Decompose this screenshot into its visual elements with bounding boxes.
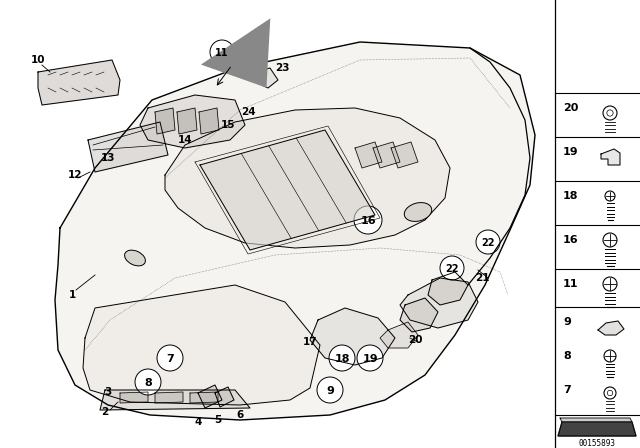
Ellipse shape <box>125 250 145 266</box>
Polygon shape <box>380 322 418 348</box>
Text: 12: 12 <box>68 170 83 180</box>
Polygon shape <box>200 130 375 250</box>
Text: 11: 11 <box>215 47 228 57</box>
Text: 20: 20 <box>563 103 579 113</box>
Polygon shape <box>310 308 395 365</box>
Circle shape <box>329 345 355 371</box>
Circle shape <box>135 369 161 395</box>
Polygon shape <box>391 142 418 168</box>
Circle shape <box>317 377 343 403</box>
Text: 00155893: 00155893 <box>579 439 616 448</box>
Text: 19: 19 <box>362 353 378 363</box>
Polygon shape <box>560 418 632 422</box>
Text: 7: 7 <box>563 385 571 395</box>
Circle shape <box>210 40 234 64</box>
Text: 18: 18 <box>334 353 349 363</box>
Polygon shape <box>83 285 320 405</box>
Text: 21: 21 <box>475 273 489 283</box>
Polygon shape <box>215 387 234 407</box>
Circle shape <box>357 345 383 371</box>
Text: 6: 6 <box>236 410 244 420</box>
Text: 10: 10 <box>31 55 45 65</box>
Text: 19: 19 <box>563 147 579 157</box>
Polygon shape <box>55 42 535 420</box>
Polygon shape <box>88 122 168 172</box>
Polygon shape <box>120 392 148 403</box>
Text: 9: 9 <box>326 385 334 396</box>
Text: 7: 7 <box>166 353 174 363</box>
Polygon shape <box>400 278 478 328</box>
Text: 20: 20 <box>408 335 422 345</box>
Circle shape <box>440 256 464 280</box>
Polygon shape <box>155 392 183 403</box>
Text: 22: 22 <box>481 237 495 247</box>
Text: 11: 11 <box>563 279 579 289</box>
Text: 3: 3 <box>104 387 111 397</box>
Text: 8: 8 <box>563 351 571 361</box>
Text: 24: 24 <box>241 107 255 117</box>
Polygon shape <box>177 108 197 134</box>
Text: 17: 17 <box>303 337 317 347</box>
Polygon shape <box>38 60 120 105</box>
Polygon shape <box>373 142 400 168</box>
Polygon shape <box>355 142 382 168</box>
Polygon shape <box>601 149 620 165</box>
Circle shape <box>354 206 382 234</box>
Polygon shape <box>428 272 468 305</box>
Polygon shape <box>140 95 245 148</box>
Circle shape <box>476 230 500 254</box>
Text: 23: 23 <box>275 63 289 73</box>
Text: 2: 2 <box>101 407 109 417</box>
Polygon shape <box>558 422 636 436</box>
Text: 16: 16 <box>563 235 579 245</box>
Text: 4: 4 <box>195 417 202 427</box>
Polygon shape <box>155 108 175 134</box>
Polygon shape <box>400 298 438 332</box>
Ellipse shape <box>404 202 432 221</box>
Text: 8: 8 <box>144 378 152 388</box>
Text: 15: 15 <box>221 120 236 130</box>
Text: 18: 18 <box>563 191 579 201</box>
Polygon shape <box>199 108 219 134</box>
Polygon shape <box>255 68 278 88</box>
Polygon shape <box>598 321 624 335</box>
Text: 16: 16 <box>360 215 376 225</box>
Text: 9: 9 <box>563 317 571 327</box>
Polygon shape <box>100 390 250 410</box>
Text: 22: 22 <box>445 263 459 273</box>
Text: 14: 14 <box>178 135 192 145</box>
Text: 1: 1 <box>68 290 76 300</box>
Text: 13: 13 <box>100 153 115 163</box>
Circle shape <box>157 345 183 371</box>
Polygon shape <box>198 385 222 408</box>
Polygon shape <box>190 392 218 403</box>
Text: 5: 5 <box>214 415 221 425</box>
Polygon shape <box>165 108 450 248</box>
